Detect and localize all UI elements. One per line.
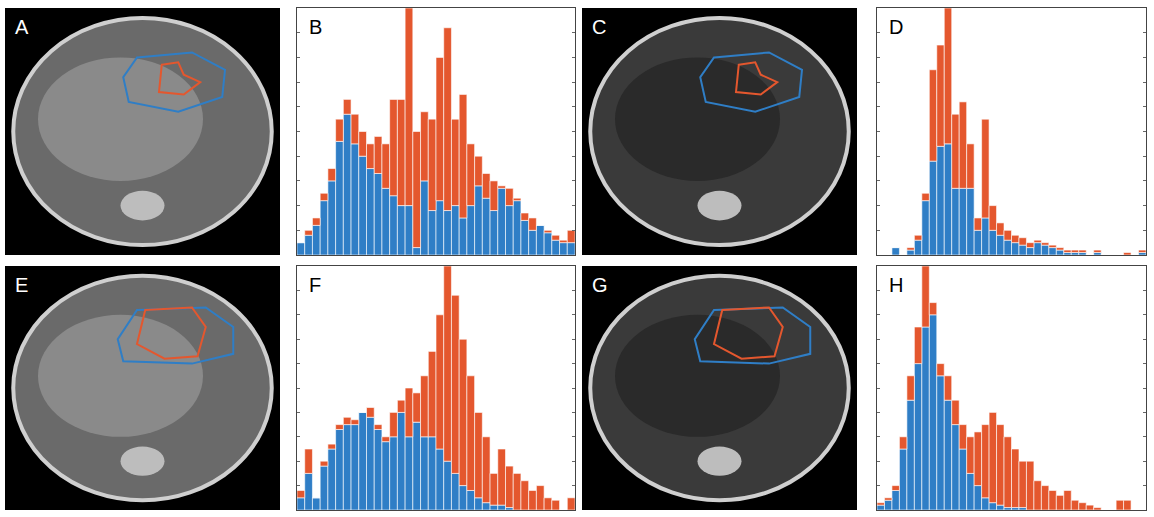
svg-text:F: F — [309, 274, 321, 296]
svg-text:A: A — [15, 16, 29, 38]
svg-text:H: H — [889, 274, 903, 296]
svg-text:G: G — [592, 274, 608, 296]
svg-text:B: B — [309, 16, 322, 38]
svg-text:C: C — [592, 16, 606, 38]
svg-text:D: D — [889, 16, 903, 38]
svg-text:E: E — [15, 274, 28, 296]
